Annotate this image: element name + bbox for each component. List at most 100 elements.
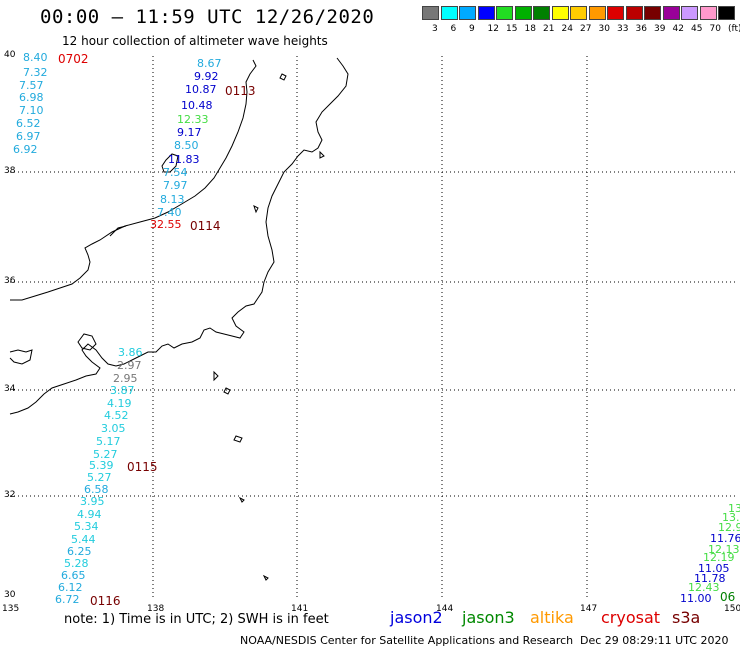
pass-time-label: 0113: [225, 84, 256, 98]
latitude-label: 30: [4, 590, 16, 600]
wave-height-value: 8.13: [160, 193, 185, 206]
color-tick-label: 39: [654, 24, 666, 34]
wave-height-value: 10.87: [185, 83, 217, 96]
wave-height-value: 4.52: [104, 409, 129, 422]
color-tick-label: 45: [691, 24, 703, 34]
wave-height-value: 4.94: [77, 508, 102, 521]
wave-height-value: 8.67: [197, 57, 222, 70]
wave-height-value: 7.40: [157, 206, 182, 219]
wave-height-value: 6.65: [61, 569, 86, 582]
color-tick-label: 36: [635, 24, 647, 34]
color-swatch: [514, 6, 532, 20]
wave-height-value: 10.48: [181, 99, 213, 112]
latitude-label: 32: [4, 490, 16, 500]
satellite-altika: altika: [530, 608, 574, 627]
pass-time-label: 0116: [90, 594, 121, 608]
graticule: [10, 56, 735, 600]
color-swatch: [422, 6, 439, 20]
wave-height-value: 6.92: [13, 143, 38, 156]
note-text: note: 1) Time is in UTC; 2) SWH is in fe…: [64, 612, 329, 627]
wave-height-value: 11.05: [698, 562, 730, 575]
footer-timestamp: Dec 29 08:29:11 UTC 2020: [580, 634, 729, 647]
color-tick-label: 12: [487, 24, 499, 34]
wave-height-value: 3.05: [101, 422, 126, 435]
color-swatch: [459, 6, 476, 20]
latitude-label: 38: [4, 166, 16, 176]
wave-height-value: 11.78: [694, 572, 726, 585]
satellite-s3a: s3a: [672, 608, 701, 627]
satellite-jason2: jason2: [390, 608, 443, 627]
wave-height-value: 6.72: [55, 593, 80, 606]
color-swatch: [440, 6, 458, 20]
wave-height-value: 3.95: [80, 495, 105, 508]
color-tick-label: 30: [598, 24, 610, 34]
wave-height-value: 6.12: [58, 581, 83, 594]
wave-height-value: 8.50: [174, 139, 199, 152]
coastline: [9, 57, 349, 581]
page-title: 00:00 – 11:59 UTC 12/26/2020: [40, 6, 375, 28]
wave-height-value: 9.92: [194, 70, 219, 83]
color-tick-label: 70: [709, 24, 721, 34]
color-tick-label: 6: [450, 24, 457, 34]
wave-height-value: 5.34: [74, 520, 99, 533]
color-swatch: [625, 6, 643, 20]
wave-height-value: 13.: [728, 502, 740, 515]
wave-height-value: 5.39: [89, 459, 114, 472]
wave-height-value: 2.95: [113, 372, 138, 385]
longitude-label: 135: [2, 604, 20, 614]
color-tick-label: 3: [432, 24, 438, 34]
page-subtitle: 12 hour collection of altimeter wave hei…: [62, 34, 328, 48]
color-tick-label: (ft): [728, 24, 740, 34]
wave-height-value: 6.52: [16, 117, 41, 130]
color-tick-label: 18: [524, 24, 536, 34]
longitude-label: 144: [436, 604, 454, 614]
color-swatch: [588, 6, 606, 20]
pass-time-label: 06: [720, 590, 736, 604]
color-swatch: [570, 6, 587, 20]
wave-height-value: 7.54: [163, 166, 188, 179]
wave-height-value: 8.40: [23, 51, 48, 64]
pass-time-label: 0702: [58, 52, 89, 66]
pass-time-label: 0114: [190, 219, 221, 233]
wave-height-value: 7.97: [163, 179, 188, 192]
wave-height-value: 7.10: [19, 104, 44, 117]
satellite-jason3: jason3: [462, 608, 515, 627]
wave-height-value: 12.33: [177, 113, 209, 126]
wave-height-value: 3.87: [110, 384, 135, 397]
color-swatch: [607, 6, 624, 20]
color-swatch: [496, 6, 513, 20]
wave-height-value: 6.98: [19, 91, 44, 104]
latitude-label: 40: [4, 50, 16, 60]
longitude-label: 138: [147, 604, 165, 614]
wave-height-value: 12.19: [703, 551, 735, 564]
color-swatch: [551, 6, 569, 20]
color-swatch: [662, 6, 680, 20]
wave-height-value: 12.43: [688, 581, 720, 594]
longitude-label: 147: [580, 604, 598, 614]
wave-height-value: 12.9: [718, 521, 740, 534]
color-swatch: [718, 6, 735, 20]
color-swatch: [699, 6, 717, 20]
latitude-label: 36: [4, 276, 16, 286]
color-swatch: [681, 6, 698, 20]
longitude-label: 141: [291, 604, 309, 614]
pass-time-label: 0115: [127, 460, 158, 474]
footer-credit: NOAA/NESDIS Center for Satellite Applica…: [240, 634, 574, 647]
color-swatch: [477, 6, 495, 20]
color-tick-label: 33: [617, 24, 629, 34]
color-tick-label: 27: [580, 24, 592, 34]
wave-height-value: 32.55: [150, 218, 182, 231]
wave-height-value: 5.44: [71, 533, 96, 546]
wave-height-value: 4.19: [107, 397, 132, 410]
color-swatch: [644, 6, 661, 20]
wave-height-value: 6.58: [84, 483, 109, 496]
latitude-label: 34: [4, 384, 16, 394]
color-swatch: [533, 6, 550, 20]
wave-height-value: 11.76: [710, 532, 740, 545]
longitude-label: 150: [724, 604, 740, 614]
wave-height-value: 11.00: [680, 592, 712, 605]
color-tick-label: 42: [672, 24, 684, 34]
color-tick-label: 9: [469, 24, 475, 34]
wave-height-value: 6.97: [16, 130, 41, 143]
